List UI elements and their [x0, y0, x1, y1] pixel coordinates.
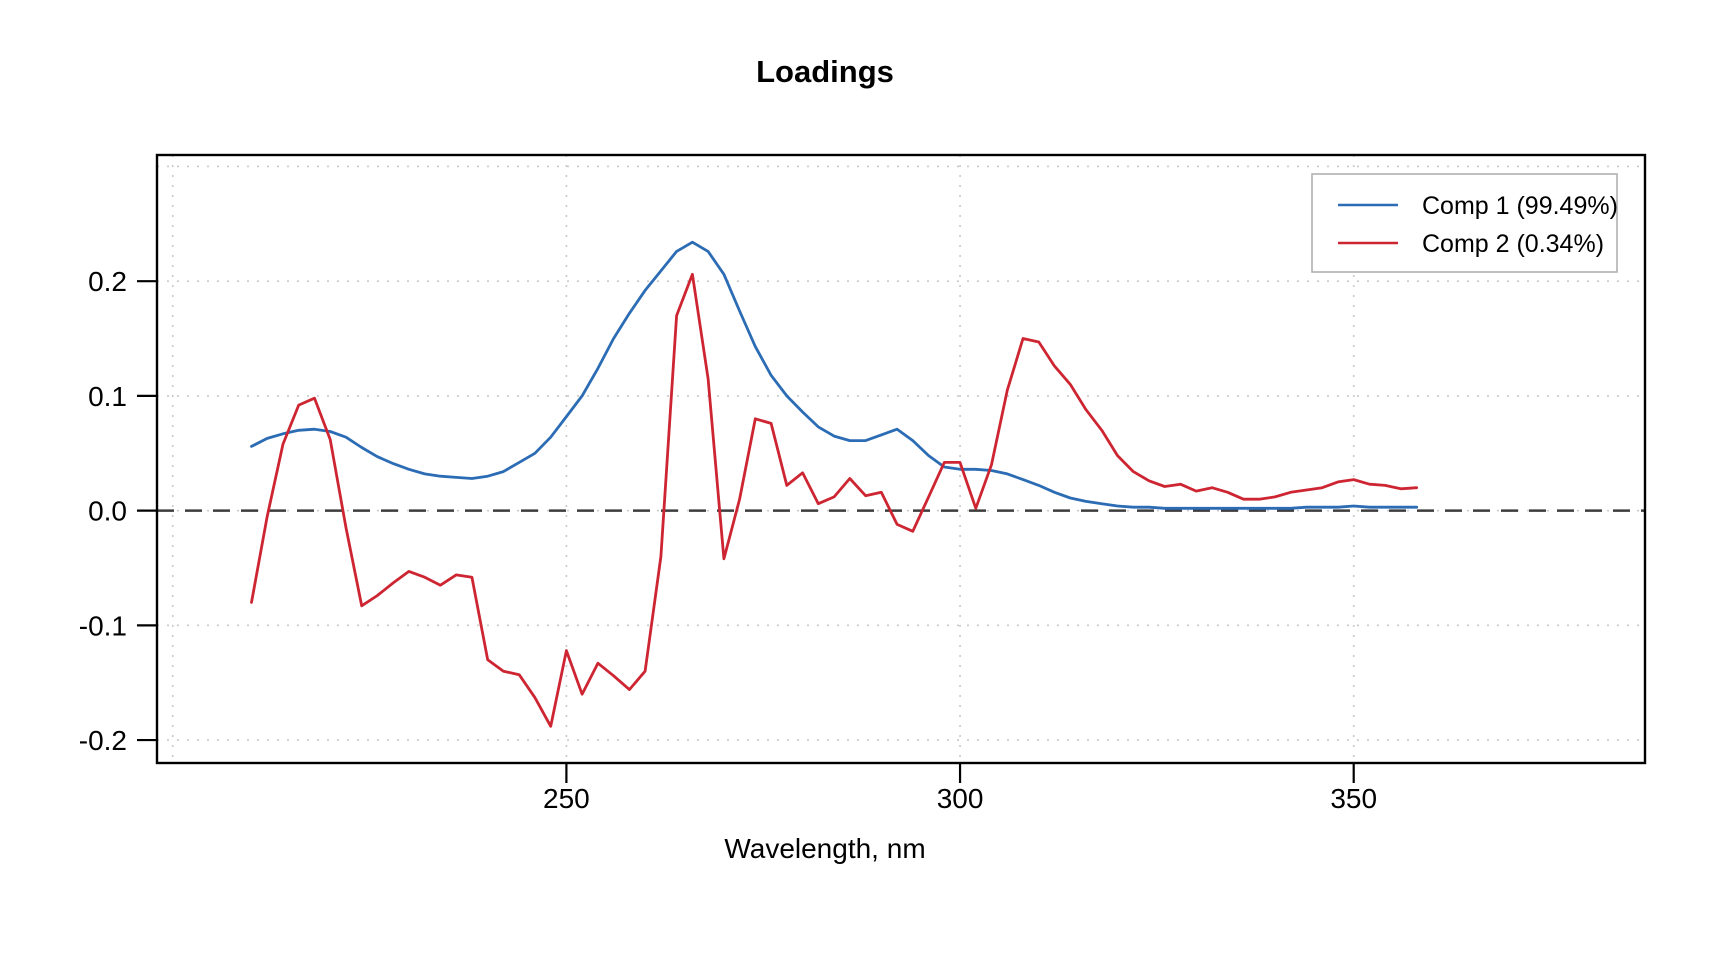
legend-box [1311, 173, 1618, 273]
legend-layer: Comp 1 (99.49%) Comp 2 (0.34%) [1311, 173, 1618, 273]
y-tick-label: -0.2 [79, 725, 127, 756]
legend-label: Comp 2 (0.34%) [1422, 230, 1604, 258]
x-tick-label: 300 [937, 783, 984, 814]
comp-1-line [250, 240, 1419, 510]
y-tick-label: 0.0 [88, 496, 127, 527]
y-tick-label: -0.1 [79, 610, 127, 641]
tick-layer: 250 300 350 -0.2 -0.1 0.0 0.1 0.2 [79, 266, 1377, 814]
comp-2-line [250, 272, 1419, 728]
legend-label: Comp 1 (99.49%) [1422, 192, 1618, 220]
x-tick-label: 250 [543, 783, 590, 814]
y-tick-label: 0.2 [88, 266, 127, 297]
y-tick-label: 0.1 [88, 381, 127, 412]
frame-layer [155, 153, 1647, 765]
chart-title: Loadings [756, 54, 894, 89]
x-tick-label: 350 [1330, 783, 1377, 814]
x-axis-title: Wavelength, nm [724, 833, 925, 864]
plot-border [155, 153, 1647, 765]
series-layer [250, 240, 1419, 728]
